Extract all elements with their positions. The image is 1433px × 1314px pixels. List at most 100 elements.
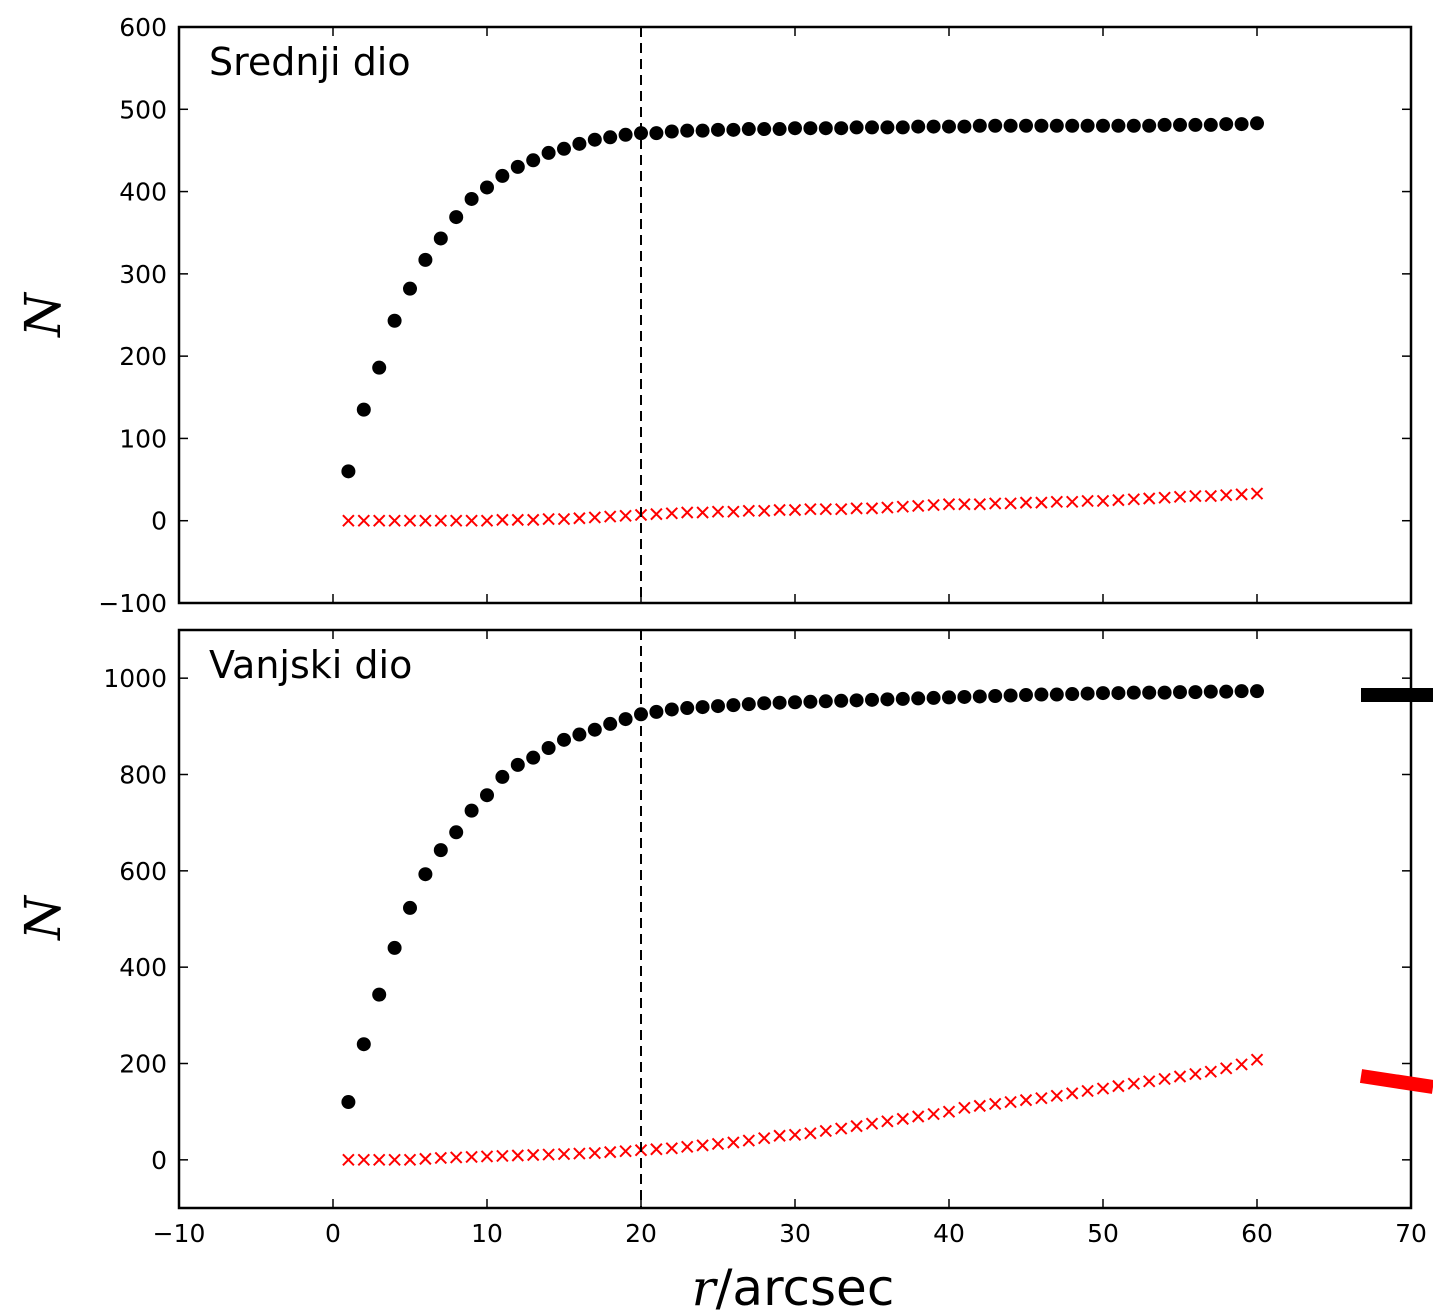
data-point-dot: [1219, 117, 1234, 132]
data-point-cross: [480, 514, 494, 527]
data-point-dot: [741, 697, 756, 712]
data-point-cross: [496, 513, 509, 527]
y-tick-label: 600: [119, 857, 167, 886]
data-point-dot: [988, 118, 1003, 133]
x-tick-label: 50: [1087, 1219, 1119, 1248]
y-tick-label: 200: [119, 342, 167, 371]
data-point-dot: [1096, 686, 1110, 701]
data-point-dot: [572, 727, 587, 742]
data-point-dot: [495, 769, 510, 784]
x-tick-label: 60: [1241, 1219, 1273, 1248]
y-tick-label: 200: [119, 1050, 167, 1079]
data-point-dot: [341, 464, 356, 479]
data-point-dot: [818, 121, 833, 136]
x-tick-label: 10: [471, 1219, 503, 1248]
data-point-cross: [1142, 492, 1156, 505]
y-tick-label: 0: [151, 1146, 167, 1175]
data-point-cross: [896, 500, 910, 513]
data-point-dot: [433, 843, 448, 858]
data-point-cross: [619, 1144, 632, 1158]
data-point-cross: [1065, 1087, 1079, 1100]
data-point-dot: [510, 757, 525, 772]
data-point-cross: [958, 498, 971, 511]
y-tick-label: 100: [119, 424, 167, 453]
data-point-dot: [711, 122, 725, 137]
data-point-cross: [665, 1142, 679, 1155]
data-point-dot: [618, 712, 633, 727]
panel-top-series-crosses: [342, 487, 1264, 527]
data-point-cross: [942, 1105, 956, 1118]
data-point-cross: [711, 1137, 725, 1151]
data-point-dot: [1019, 688, 1033, 703]
data-point-dot: [957, 689, 972, 704]
data-point-cross: [1219, 1062, 1233, 1075]
data-point-cross: [434, 1151, 448, 1165]
data-point-dot: [911, 119, 926, 134]
data-point-dot: [1049, 687, 1064, 702]
data-point-cross: [1004, 497, 1017, 510]
y-tick-label: 800: [119, 761, 167, 790]
data-point-dot: [480, 788, 494, 803]
data-point-cross: [372, 1153, 386, 1167]
data-point-dot: [1234, 117, 1249, 132]
data-point-dot: [1250, 116, 1264, 131]
data-point-cross: [542, 1148, 555, 1161]
data-point-dot: [433, 231, 448, 246]
data-point-dot: [865, 692, 879, 707]
data-point-cross: [1050, 1089, 1064, 1102]
x-axis-label-unit: /arcsec: [716, 1259, 895, 1314]
y-tick-label: 400: [119, 953, 167, 982]
data-point-dot: [726, 122, 741, 137]
y-tick-label: 300: [119, 260, 167, 289]
x-tick-label: 70: [1395, 1219, 1427, 1248]
data-point-cross: [1081, 494, 1094, 508]
data-point-cross: [1112, 493, 1125, 507]
data-point-dot: [741, 122, 756, 137]
data-point-cross: [603, 1145, 617, 1159]
x-tick-label: −10: [153, 1219, 206, 1248]
data-point-cross: [603, 510, 617, 523]
data-point-cross: [557, 1147, 571, 1161]
data-point-cross: [526, 1148, 540, 1162]
data-point-dot: [1188, 117, 1203, 132]
x-tick-label: 20: [625, 1219, 657, 1248]
data-point-cross: [896, 1112, 910, 1126]
data-point-cross: [911, 499, 925, 513]
data-point-dot: [587, 132, 602, 147]
data-point-dot: [926, 119, 941, 134]
data-point-dot: [1049, 118, 1064, 133]
x-axis-label: r/arcsec: [692, 1259, 895, 1314]
data-point-cross: [1235, 1058, 1248, 1071]
data-point-cross: [988, 1097, 1002, 1111]
panel-top-title: Srednji dio: [209, 40, 411, 84]
data-point-dot: [464, 191, 479, 206]
data-point-dot: [510, 159, 525, 174]
data-point-dot: [865, 120, 879, 135]
data-point-cross: [388, 514, 401, 527]
data-point-dot: [926, 690, 941, 705]
data-point-cross: [526, 513, 540, 527]
data-point-cross: [403, 1153, 417, 1167]
data-point-dot: [1234, 684, 1249, 699]
data-point-dot: [772, 695, 787, 710]
data-point-cross: [927, 498, 940, 512]
panel-bottom-frame: [177, 628, 1413, 1210]
data-point-cross: [449, 514, 463, 527]
data-point-dot: [356, 1037, 371, 1052]
data-point-cross: [573, 1147, 586, 1160]
data-point-cross: [1035, 496, 1048, 509]
data-point-dot: [1173, 117, 1187, 132]
data-point-dot: [557, 141, 571, 156]
data-point-cross: [573, 512, 586, 525]
data-point-dot: [649, 704, 664, 719]
data-point-dot: [526, 750, 541, 765]
data-point-dot: [803, 694, 818, 709]
data-point-cross: [1096, 494, 1110, 508]
data-point-dot: [649, 126, 664, 141]
data-point-dot: [557, 732, 571, 747]
panel-bottom: −10 0 10 20 30 40 50 60 70 0 200 400 600 800 1000 Vanj…: [14, 628, 1427, 1248]
y-tick-label: 0: [151, 507, 167, 536]
data-point-dot: [464, 803, 479, 818]
data-point-dot: [1142, 685, 1157, 700]
